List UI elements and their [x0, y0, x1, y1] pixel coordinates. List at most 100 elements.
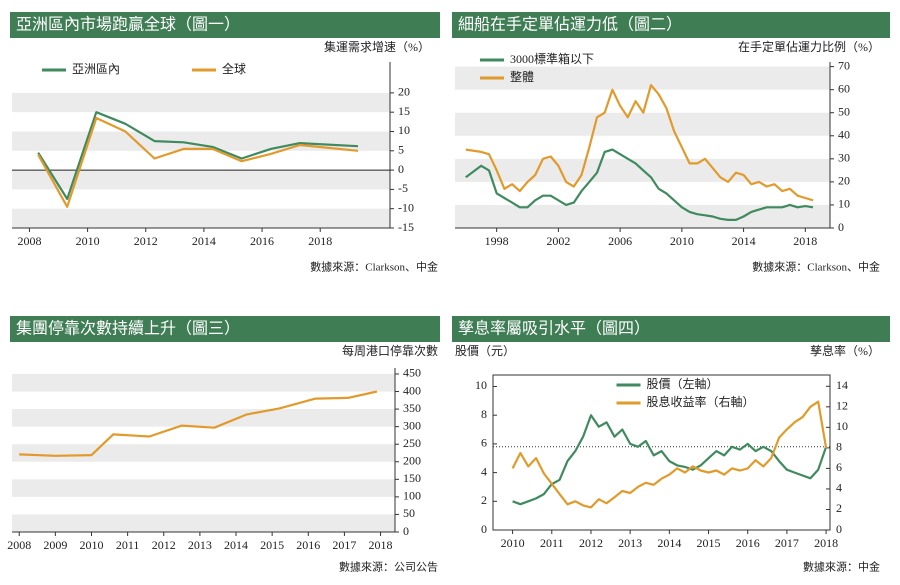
- y-tick-label: -15: [398, 220, 414, 234]
- legend-label: 全球: [222, 61, 246, 76]
- grid-band: [12, 373, 395, 392]
- y-tick-label: 100: [403, 489, 421, 503]
- x-tick-label: 2010: [79, 538, 103, 552]
- x-tick-label: 2006: [608, 234, 632, 248]
- y-tick-label: -5: [398, 181, 408, 195]
- x-tick-label: 2018: [814, 536, 838, 550]
- grid-band: [12, 479, 395, 497]
- x-tick-label: 2010: [670, 234, 694, 248]
- chart-title: 亞洲區內市場跑贏全球（圖一）: [16, 16, 240, 34]
- chart-title: 集團停靠次數持續上升（圖三）: [16, 320, 240, 338]
- x-tick-label: 2012: [152, 538, 176, 552]
- header-bar: [10, 316, 440, 342]
- x-tick-label: 2016: [296, 538, 320, 552]
- y-tick-label: 0: [838, 220, 844, 234]
- y-axis-label: 集運需求增速（%）: [324, 39, 430, 54]
- grid-band: [12, 409, 395, 427]
- x-tick-label: 2013: [188, 538, 212, 552]
- y-axis-label: 每周港口停靠次數: [342, 343, 438, 358]
- y2-tick-label: 4: [836, 481, 842, 495]
- header-bar: [452, 316, 890, 342]
- x-tick-label: 2009: [43, 538, 67, 552]
- y-tick-label: 6: [481, 436, 487, 450]
- y-tick-label: 250: [403, 436, 421, 450]
- grid-band: [455, 204, 830, 228]
- series-line: [19, 390, 378, 457]
- series-line: [512, 414, 828, 506]
- source-note: 數據來源：中金: [803, 560, 880, 574]
- y2-tick-label: 12: [836, 399, 848, 413]
- y-tick-label: -10: [398, 200, 414, 214]
- y2-tick-label: 0: [836, 522, 842, 536]
- x-tick-label: 2008: [17, 234, 41, 248]
- x-tick-label: 2018: [793, 234, 817, 248]
- x-tick-label: 2010: [76, 234, 100, 248]
- y-tick-label: 40: [838, 128, 850, 142]
- x-tick-label: 2010: [501, 536, 525, 550]
- y-tick-label: 450: [403, 366, 421, 380]
- y-tick-label: 0: [481, 522, 487, 536]
- series-line: [465, 148, 814, 221]
- legend-label: 3000標準箱以下: [510, 51, 594, 66]
- y-tick-label: 20: [398, 85, 410, 99]
- y-tick-label: 8: [481, 407, 487, 421]
- y-tick-label: 70: [838, 58, 850, 72]
- y2-tick-label: 8: [836, 440, 842, 454]
- x-tick-label: 2014: [224, 538, 248, 552]
- header-bar: [452, 12, 890, 38]
- legend-label: 亞洲區內: [72, 62, 120, 76]
- grid-band: [12, 170, 390, 190]
- y2-tick-label: 6: [836, 460, 842, 474]
- y-tick-label: 2: [481, 493, 487, 507]
- legend-label: 股價（左軸）: [647, 376, 719, 391]
- y2-tick-label: 14: [836, 378, 848, 392]
- y-tick-label: 10: [398, 123, 410, 137]
- x-tick-label: 2018: [369, 538, 393, 552]
- y-tick-label: 20: [838, 174, 850, 188]
- y2-tick-label: 2: [836, 501, 842, 515]
- grid-band: [12, 444, 395, 462]
- x-tick-label: 2016: [736, 536, 760, 550]
- y-tick-label: 4: [481, 464, 487, 478]
- y-tick-label: 5: [398, 143, 404, 157]
- x-tick-label: 2014: [192, 234, 216, 248]
- x-tick-label: 2018: [308, 234, 332, 248]
- y-tick-label: 50: [403, 506, 415, 520]
- y-tick-label: 0: [403, 524, 409, 538]
- x-tick-label: 2016: [250, 234, 274, 248]
- series-line: [465, 84, 814, 202]
- x-tick-label: 2017: [332, 538, 356, 552]
- y-tick-label: 60: [838, 81, 850, 95]
- x-tick-label: 2008: [7, 538, 31, 552]
- y-tick-label: 0: [398, 162, 404, 176]
- chart-title: 孳息率屬吸引水平（圖四）: [458, 320, 650, 338]
- chart-title: 細船在手定單佔運力低（圖二）: [458, 16, 682, 34]
- x-tick-label: 1998: [485, 234, 509, 248]
- header-bar: [10, 12, 440, 38]
- series-line: [37, 111, 359, 201]
- x-tick-label: 2002: [546, 234, 570, 248]
- y2-axis-label: 孳息率（%）: [810, 343, 880, 358]
- legend-label: 整體: [510, 69, 534, 84]
- y-axis-label: 股價（元）: [455, 344, 515, 358]
- x-tick-label: 2011: [116, 538, 140, 552]
- x-tick-label: 2015: [697, 536, 721, 550]
- grid-band: [12, 92, 390, 113]
- series-line: [511, 400, 828, 509]
- source-note: 數據來源：公司公告: [339, 560, 438, 574]
- y-tick-label: 15: [398, 104, 410, 118]
- source-note: 數據來源：Clarkson、中金: [310, 260, 438, 274]
- x-tick-label: 2011: [540, 536, 564, 550]
- legend-label: 股息收益率（右軸）: [647, 394, 755, 409]
- y-tick-label: 200: [403, 454, 421, 468]
- y-tick-label: 30: [838, 151, 850, 165]
- y-axis-label: 在手定單佔運力比例（%）: [738, 39, 880, 54]
- x-tick-label: 2014: [657, 536, 681, 550]
- y-tick-label: 10: [838, 197, 850, 211]
- grid-band: [455, 66, 830, 90]
- y-tick-label: 350: [403, 401, 421, 415]
- x-tick-label: 2012: [134, 234, 158, 248]
- grid-band: [12, 514, 395, 532]
- series-line: [37, 116, 359, 208]
